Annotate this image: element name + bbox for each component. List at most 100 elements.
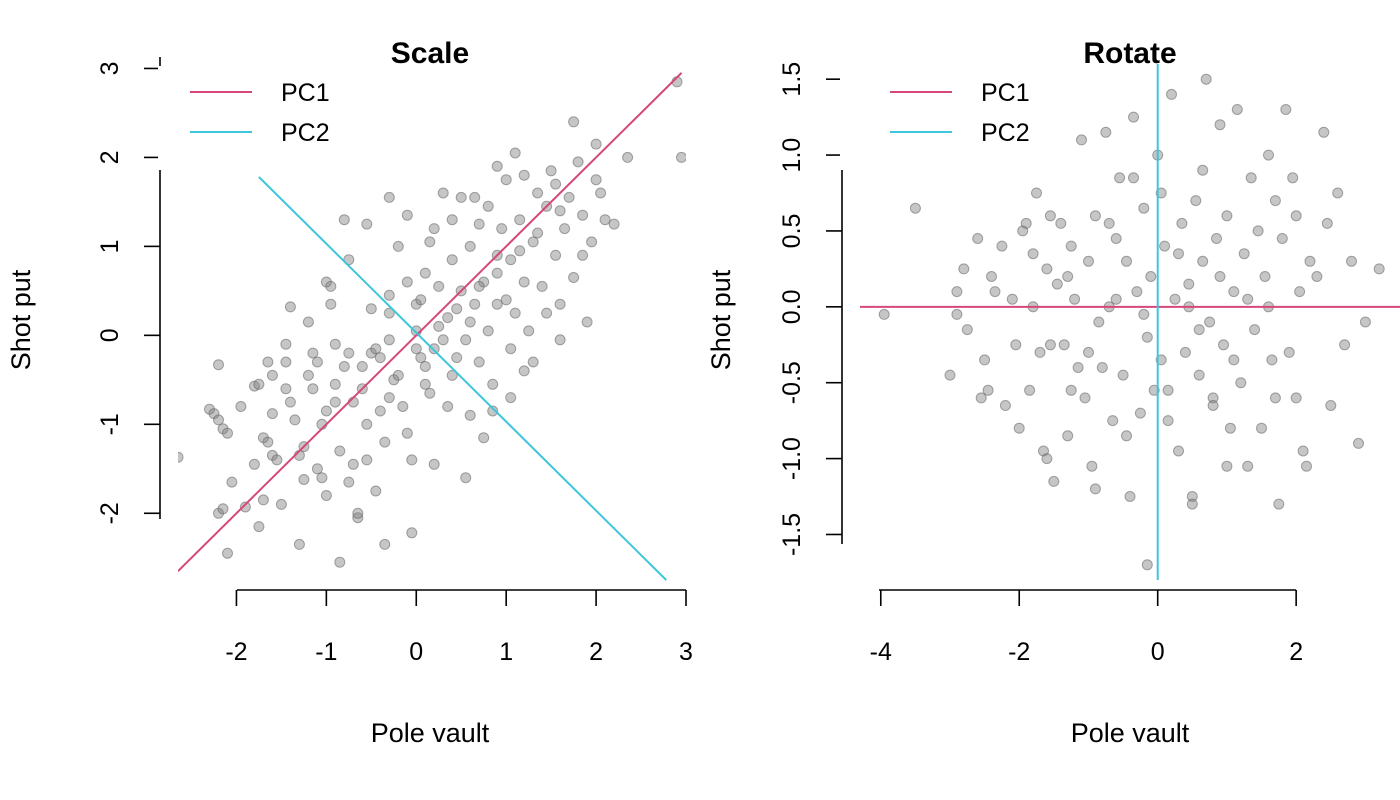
scatter-point [982, 384, 994, 396]
scatter-point [1242, 460, 1254, 472]
scatter-point [1013, 422, 1025, 434]
scatter-point [577, 209, 589, 221]
scatter-point [1062, 271, 1074, 282]
scatter-point [473, 218, 485, 230]
chart-title: Scale [391, 37, 469, 70]
scatter-point [1228, 286, 1240, 298]
scatter-point [383, 289, 395, 301]
scatter-point [316, 472, 328, 484]
scatter-point [1221, 460, 1233, 472]
scatter-point [433, 280, 445, 292]
scatter-point [406, 454, 418, 466]
rotate-panel: -1.5 -1.0 -0.5 0.0 0.5 1.0 1.5 -4 -2 0 2 Pole vault… [706, 37, 1400, 748]
legend-box [158, 66, 388, 170]
scatter-point [217, 503, 229, 515]
scatter-point [352, 512, 364, 524]
scatter-point [437, 334, 449, 346]
scatter-point [1083, 255, 1094, 267]
scatter-point [532, 227, 544, 239]
scatter-point [374, 352, 386, 364]
scatter-point [1093, 316, 1105, 328]
scatter-point [334, 445, 346, 457]
scatter-point [1179, 346, 1191, 358]
x-tick-label: 1 [499, 638, 513, 666]
scatter-point [1339, 339, 1351, 351]
scatter-point [320, 490, 332, 501]
scatter-point [410, 343, 422, 355]
scatter-point [455, 191, 467, 203]
scatter-point [878, 308, 890, 320]
scatter-point [419, 361, 431, 372]
scatter-point [1269, 392, 1281, 404]
scatter-point [944, 369, 956, 381]
scatter-point [554, 334, 566, 346]
scatter-point [1207, 392, 1219, 404]
scatter-point [361, 218, 373, 230]
y-tick-label: 1 [96, 239, 124, 253]
scatter-point [379, 538, 391, 550]
scatter-point [334, 556, 346, 568]
y-tick-label: 0 [96, 328, 124, 342]
scatter-point [338, 214, 350, 226]
scatter-point [1273, 498, 1285, 510]
scatter-point [280, 356, 292, 368]
x-tick-label: 0 [1151, 638, 1165, 666]
scatter-point [500, 174, 512, 186]
scatter-point [1134, 407, 1146, 419]
scatter-point [1155, 187, 1167, 199]
y-tick-label: -1 [96, 413, 124, 435]
scatter-point [222, 547, 233, 559]
scatter-point [446, 254, 458, 266]
scatter-point [975, 392, 987, 404]
scatter-point [1304, 255, 1316, 267]
scatter-point [568, 272, 580, 283]
scatter-point [1321, 217, 1333, 229]
x-axis-title: Pole vault [371, 718, 490, 748]
scatter-point [961, 324, 973, 336]
scatter-point [1238, 248, 1250, 260]
scatter-point [1221, 210, 1233, 222]
scatter-point [518, 276, 530, 288]
scatter-point [1193, 324, 1205, 336]
scatter-point [392, 369, 404, 381]
scatter-point [311, 356, 323, 368]
scatter-point [392, 240, 404, 252]
scatter-point [1294, 286, 1306, 298]
scatter-point [478, 432, 490, 444]
y-tick-label: 0.5 [778, 214, 806, 249]
scatter-point [1072, 362, 1084, 373]
scatter-point [383, 334, 395, 346]
scatter-point [1297, 445, 1309, 457]
y-tick-label: 3 [96, 61, 124, 75]
scatter-point [559, 223, 571, 235]
scatter-point [1128, 111, 1139, 123]
scatter-point [320, 405, 332, 417]
scatter-point [1162, 384, 1174, 396]
scatter-point [419, 267, 431, 279]
scatter-point [979, 354, 991, 366]
scatter-point [972, 233, 984, 244]
scatter-point [1211, 233, 1222, 244]
scatter-point [469, 298, 481, 310]
scatter-point [1290, 392, 1302, 404]
scatter-point [401, 209, 413, 221]
scatter-point [1207, 400, 1219, 411]
scatter-point [383, 191, 395, 203]
scatter-point [1235, 377, 1247, 389]
scatter-point [527, 236, 539, 248]
scatter-point [500, 294, 512, 306]
scatter-point [1006, 293, 1018, 305]
scatter-points [178, 76, 686, 568]
legend-box [840, 66, 1070, 170]
scatter-point [1269, 195, 1281, 207]
scatter-point [989, 286, 1001, 298]
scatter-point [302, 316, 314, 328]
scatter-point [1020, 217, 1032, 229]
scatter-point [213, 414, 224, 426]
scatter-point [505, 343, 517, 355]
scatter-point [473, 356, 485, 368]
scatter-point [1266, 354, 1278, 366]
legend-label-pc2: PC2 [981, 119, 1030, 147]
scatter-point [1034, 346, 1046, 358]
scatter-point [473, 280, 485, 292]
